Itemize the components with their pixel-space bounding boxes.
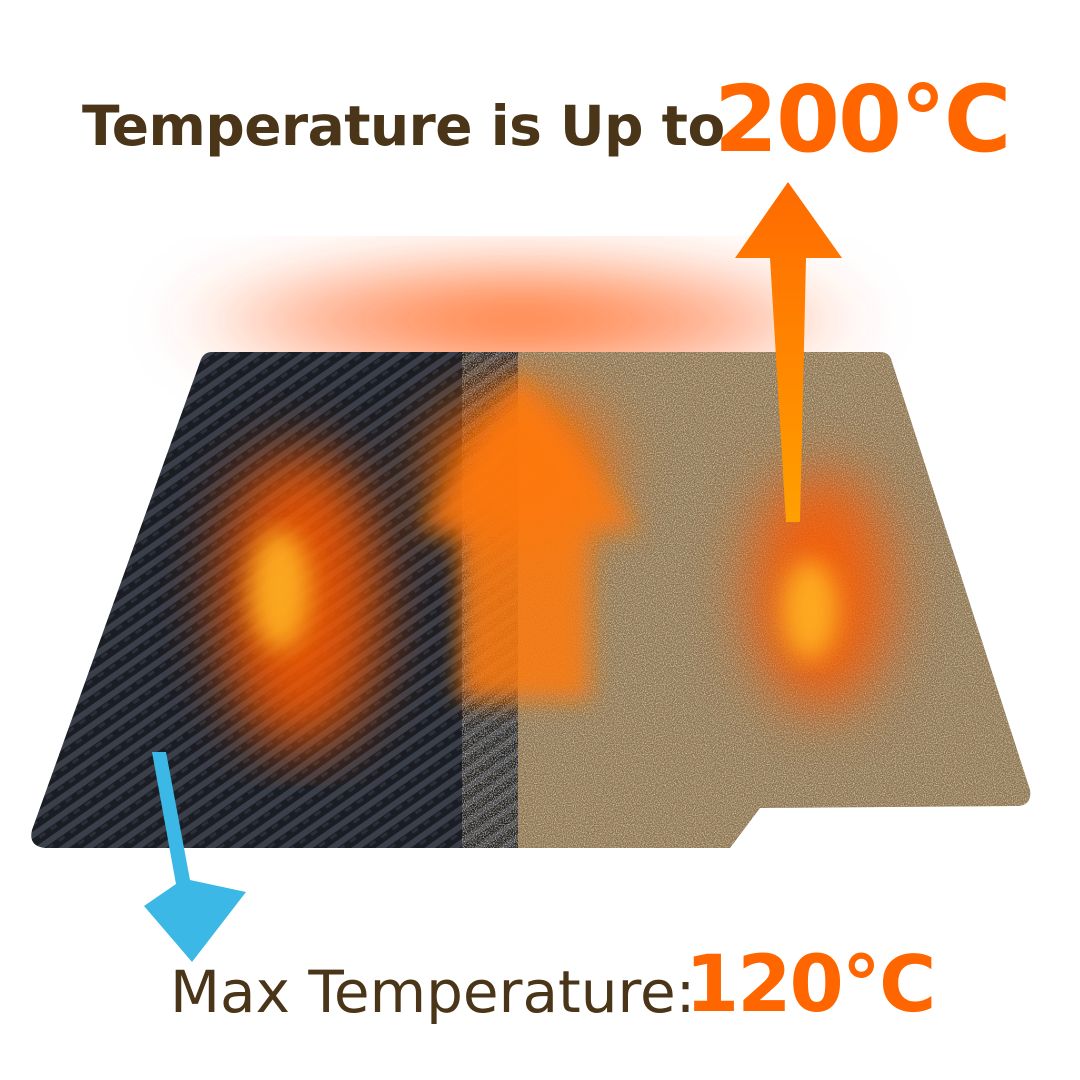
hot-arrow-up-icon — [735, 182, 842, 522]
headline-temperature: 200℃ — [714, 66, 1011, 173]
cold-arrow-down-icon — [144, 752, 246, 962]
headline-label: Temperature is Up to — [82, 94, 725, 158]
footer-label: Max Temperature: — [170, 958, 696, 1026]
footer-temperature: 120℃ — [685, 940, 936, 1030]
center-heat-arrow-icon — [420, 372, 640, 700]
